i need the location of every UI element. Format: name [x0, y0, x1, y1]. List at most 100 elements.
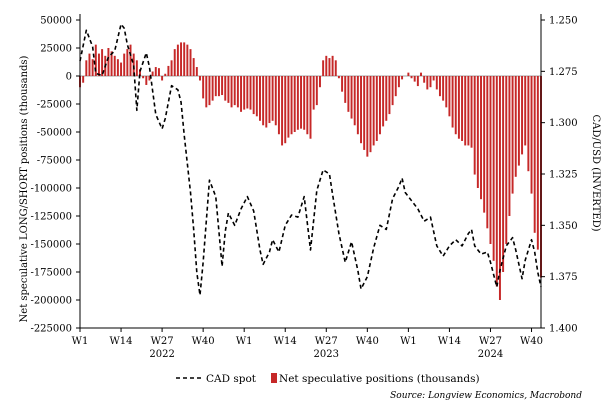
bar	[306, 76, 309, 135]
left-tick-label: -175000	[30, 268, 72, 279]
left-axis-label: Net speculative LONG/SHORT positions (th…	[19, 55, 30, 322]
right-tick-label: 1.300	[549, 118, 578, 129]
legend: CAD spot Net speculative positions (thou…	[176, 373, 480, 385]
bar	[397, 76, 400, 88]
bar	[350, 76, 353, 119]
bar	[429, 76, 432, 88]
x-tick-label: W14	[438, 336, 461, 347]
bar	[230, 76, 233, 108]
bar	[176, 44, 179, 76]
bar	[502, 76, 505, 272]
bar	[353, 76, 356, 126]
bar	[498, 76, 501, 300]
bar	[391, 76, 394, 106]
bar	[82, 76, 85, 83]
bar	[489, 76, 492, 244]
left-tick-label: -100000	[30, 184, 72, 195]
left-tick-label: -75000	[37, 156, 72, 167]
x-tick-label: W1	[236, 336, 253, 347]
bar	[252, 76, 255, 115]
left-tick-label: -150000	[30, 240, 72, 251]
bar	[344, 76, 347, 103]
bar	[107, 48, 110, 76]
bar	[205, 76, 208, 108]
left-axis-ticks: 50000 25000 0 -25000 -50000 -75000 -100000 -125…	[30, 16, 80, 335]
bar	[236, 76, 239, 108]
right-tick-label: 1.375	[549, 272, 578, 283]
bar	[189, 49, 192, 76]
bar	[91, 59, 94, 76]
legend-cad-spot-label: CAD spot	[206, 373, 257, 385]
cad-spot-path	[79, 23, 542, 296]
bar	[132, 53, 135, 76]
bar	[259, 76, 261, 121]
bar	[227, 76, 230, 103]
left-tick-label: -225000	[30, 324, 72, 335]
bar	[435, 76, 438, 90]
bar	[438, 76, 441, 97]
right-tick-label: 1.275	[549, 67, 578, 78]
right-axis-label: CAD/USD (INVERTED)	[590, 114, 601, 231]
bar	[271, 76, 274, 121]
bar	[183, 42, 186, 76]
bar	[309, 76, 312, 139]
bar	[486, 76, 489, 229]
bar	[290, 76, 293, 135]
right-tick-label: 1.250	[549, 16, 578, 27]
bar	[514, 76, 517, 177]
bar	[372, 76, 375, 146]
bar	[97, 53, 100, 76]
right-tick-label: 1.400	[549, 324, 578, 335]
bar	[495, 76, 498, 287]
bar	[445, 76, 448, 108]
left-tick-label: 50000	[40, 16, 72, 27]
bar	[214, 76, 217, 97]
bar	[157, 68, 160, 76]
bar	[167, 65, 170, 76]
bar	[378, 76, 381, 135]
line-cad-spot	[79, 23, 542, 296]
bar	[385, 76, 388, 121]
bar	[195, 67, 198, 76]
bar	[199, 76, 201, 81]
bar	[416, 76, 419, 87]
bar	[322, 60, 325, 76]
x-year-label: 2024	[478, 349, 503, 360]
x-tick-label: W27	[151, 336, 174, 347]
bar	[341, 76, 344, 92]
bar	[473, 76, 476, 175]
x-year-label: 2022	[149, 349, 174, 360]
bar	[312, 76, 315, 110]
bar	[328, 58, 331, 76]
right-axis-ticks: 1.250 1.275 1.300 1.325 1.350 1.375 1.400	[541, 16, 578, 335]
bar	[388, 76, 391, 115]
bar	[517, 76, 520, 166]
bar	[451, 76, 454, 128]
bar	[407, 72, 410, 76]
x-tick-label: W40	[356, 336, 379, 347]
bar	[337, 76, 340, 79]
bar	[293, 76, 296, 132]
bar	[123, 53, 126, 76]
bar	[186, 44, 189, 76]
bar	[246, 76, 249, 109]
bar	[505, 76, 508, 244]
bar	[277, 76, 280, 135]
bar	[366, 76, 369, 157]
bar	[492, 76, 495, 261]
bar	[255, 76, 258, 117]
bar	[192, 58, 195, 76]
bar	[173, 49, 176, 76]
bar	[94, 44, 97, 76]
bar	[457, 76, 460, 139]
bar	[410, 76, 413, 79]
bar	[511, 76, 514, 194]
bar	[110, 51, 113, 76]
bar	[88, 53, 91, 76]
bar	[454, 76, 457, 135]
left-tick-label: -25000	[37, 100, 72, 111]
x-tick-label: W1	[72, 336, 89, 347]
bar	[148, 76, 151, 81]
bar	[530, 76, 533, 194]
